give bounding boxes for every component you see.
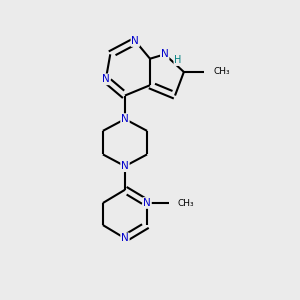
Text: CH₃: CH₃ (178, 199, 195, 208)
Text: N: N (121, 114, 129, 124)
Text: CH₃: CH₃ (213, 68, 230, 76)
Text: N: N (131, 36, 139, 46)
Text: N: N (121, 233, 129, 243)
Text: N: N (102, 74, 110, 84)
Text: N: N (143, 198, 151, 208)
Text: N: N (161, 49, 169, 59)
Text: H: H (174, 55, 182, 65)
Text: N: N (121, 161, 129, 171)
